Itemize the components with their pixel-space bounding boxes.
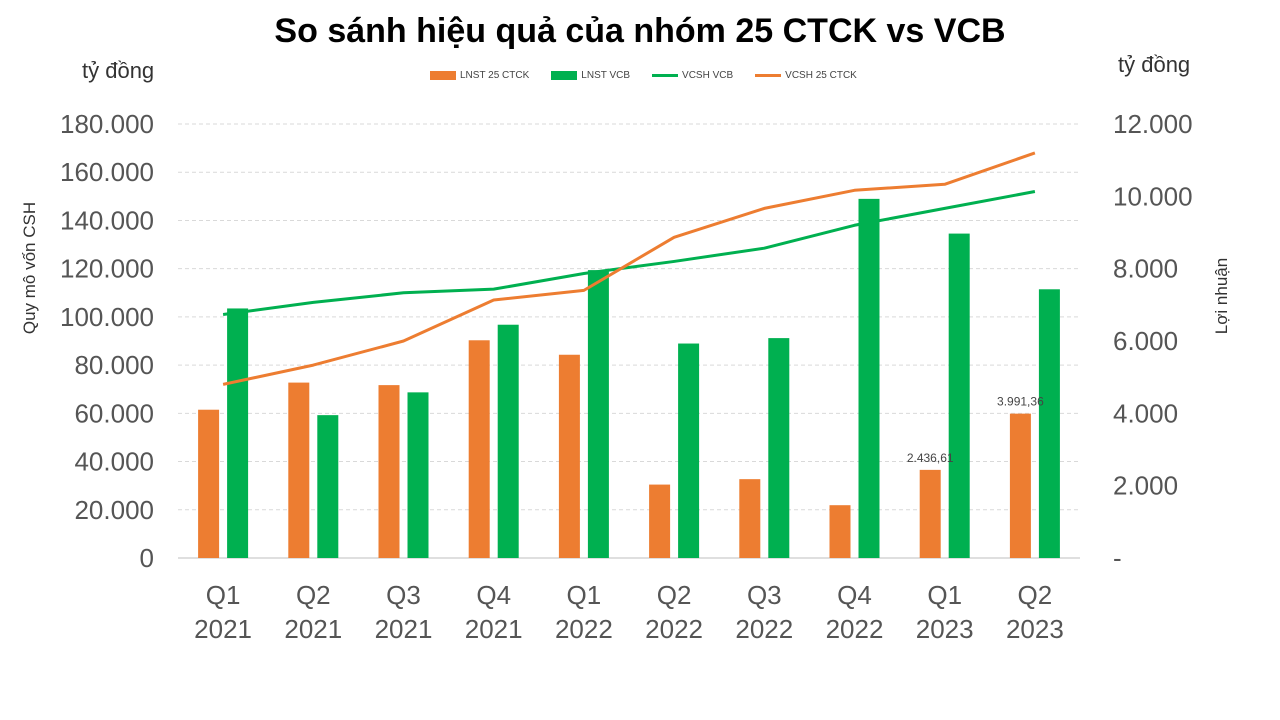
bar-lnst-25-ctck (739, 479, 761, 558)
bar-lnst-vcb (678, 343, 700, 558)
right-tick-label: 4.000 (1113, 398, 1178, 428)
left-tick-label: 120.000 (60, 254, 154, 284)
data-label: 2.436,61 (907, 451, 954, 465)
legend: LNST 25 CTCK LNST VCB VCSH VCB VCSH 25 C… (430, 70, 857, 81)
bar-lnst-vcb (227, 308, 249, 558)
left-tick-label: 180.000 (60, 109, 154, 139)
right-axis-unit: tỷ đồng (1118, 52, 1191, 77)
legend-swatch-vcsh-ctck (755, 74, 782, 77)
data-label: 3.991,36 (997, 395, 1044, 409)
legend-item-lnst-ctck: LNST 25 CTCK (430, 70, 529, 81)
category-label-quarter: Q3 (747, 580, 782, 610)
right-tick-label: 12.000 (1113, 109, 1193, 139)
left-tick-label: 140.000 (60, 205, 154, 235)
legend-item-lnst-vcb: LNST VCB (551, 70, 630, 81)
legend-item-vcsh-vcb: VCSH VCB (652, 70, 733, 81)
legend-swatch-lnst-vcb (551, 71, 578, 80)
left-tick-label: 100.000 (60, 302, 154, 332)
bar-lnst-vcb (858, 198, 880, 559)
category-label-quarter: Q2 (1018, 580, 1053, 610)
left-tick-label: 40.000 (74, 447, 154, 477)
category-label-year: 2022 (645, 614, 703, 644)
chart-title: So sánh hiệu quả của nhóm 25 CTCK vs VCB (274, 12, 1006, 50)
category-label-year: 2023 (916, 614, 974, 644)
legend-label-lnst-vcb: LNST VCB (581, 70, 631, 81)
category-label-quarter: Q3 (386, 580, 421, 610)
left-axis-unit: tỷ đồng (82, 58, 155, 83)
legend-label-lnst-ctck: LNST 25 CTCK (460, 70, 530, 81)
category-label-quarter: Q1 (927, 580, 962, 610)
bar-lnst-vcb (587, 270, 609, 558)
line-vcsh-vcb (222, 190, 1036, 316)
right-tick-label: 10.000 (1113, 181, 1193, 211)
right-tick-label: 8.000 (1113, 254, 1178, 284)
bar-lnst-25-ctck (468, 340, 490, 558)
category-label-quarter: Q4 (476, 580, 511, 610)
right-tick-label: 2.000 (1113, 471, 1178, 501)
left-tick-label: 0 (140, 543, 154, 573)
legend-label-vcsh-vcb: VCSH VCB (682, 70, 734, 81)
category-label-year: 2022 (735, 614, 793, 644)
bar-lnst-25-ctck (198, 409, 220, 558)
bar-lnst-25-ctck (558, 354, 580, 558)
category-label-year: 2022 (826, 614, 884, 644)
left-tick-label: 20.000 (74, 495, 154, 525)
legend-swatch-lnst-ctck (430, 71, 456, 80)
category-label-quarter: Q2 (657, 580, 692, 610)
bar-lnst-25-ctck (288, 382, 310, 558)
bar-lnst-vcb (497, 324, 519, 558)
category-label-quarter: Q4 (837, 580, 872, 610)
right-tick-label: - (1113, 543, 1122, 573)
legend-item-vcsh-ctck: VCSH 25 CTCK (755, 70, 857, 81)
legend-label-vcsh-ctck: VCSH 25 CTCK (785, 70, 857, 81)
bar-lnst-25-ctck (378, 385, 400, 558)
line-vcsh-25-ctck (222, 151, 1036, 386)
category-label-quarter: Q1 (206, 580, 241, 610)
bar-lnst-vcb (407, 392, 429, 558)
category-label-year: 2021 (194, 614, 252, 644)
bar-lnst-vcb (317, 415, 339, 558)
bar-lnst-vcb (1038, 289, 1060, 558)
bar-lnst-25-ctck (1009, 413, 1031, 558)
bar-lnst-25-ctck (829, 505, 851, 558)
left-tick-label: 80.000 (74, 350, 154, 380)
category-label-year: 2022 (555, 614, 613, 644)
left-tick-label: 160.000 (60, 157, 154, 187)
legend-swatch-vcsh-vcb (652, 74, 679, 77)
bar-lnst-25-ctck (919, 469, 941, 558)
left-tick-label: 60.000 (74, 398, 154, 428)
category-label-year: 2021 (465, 614, 523, 644)
bar-lnst-vcb (948, 233, 970, 558)
category-label-year: 2021 (375, 614, 433, 644)
bar-lnst-vcb (768, 338, 790, 558)
bar-lnst-25-ctck (649, 484, 671, 558)
category-label-year: 2021 (284, 614, 342, 644)
right-tick-label: 6.000 (1113, 326, 1178, 356)
category-label-quarter: Q1 (567, 580, 602, 610)
category-label-year: 2023 (1006, 614, 1064, 644)
category-label-quarter: Q2 (296, 580, 331, 610)
